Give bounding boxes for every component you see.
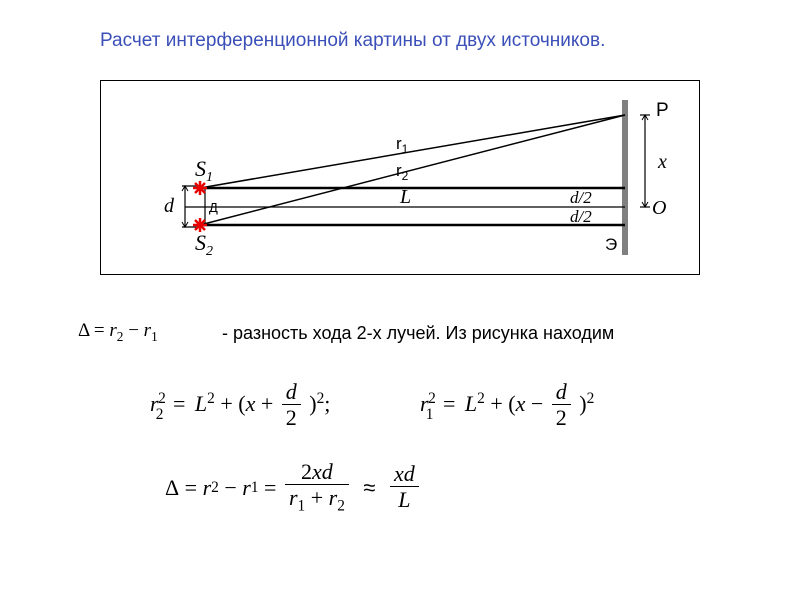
label-d: d bbox=[164, 195, 175, 217]
equation-delta-final: Δ = r2 − r1 = 22xdxd r1 + r2 ≈ xd L bbox=[165, 460, 422, 516]
label-d2a: d/2 bbox=[570, 188, 592, 207]
label-E: Э bbox=[605, 235, 617, 254]
label-O: O bbox=[652, 197, 666, 219]
label-P: P bbox=[656, 100, 669, 121]
label-delta-small: Д bbox=[209, 200, 218, 215]
label-d2b: d/2 bbox=[570, 207, 592, 226]
equation-delta-def: Δ = r2 − r1 bbox=[78, 320, 158, 345]
equation-r2-squared: r 22 = L2 + (x + d2 )2; bbox=[150, 380, 338, 432]
source-s1-star bbox=[193, 181, 207, 195]
interference-diagram: S1 S2 d Д r1 r2 L d/2 d/2 P x O Э bbox=[100, 80, 700, 275]
label-L: L bbox=[399, 186, 411, 208]
caption-path-difference: - разность хода 2-х лучей. Из рисунка на… bbox=[222, 323, 614, 344]
equation-r1-squared: r 21 = L2 + (x − d2 )2 bbox=[420, 380, 602, 432]
label-x: x bbox=[657, 151, 667, 173]
slide-title: Расчет интерференционной картины от двух… bbox=[100, 30, 605, 52]
